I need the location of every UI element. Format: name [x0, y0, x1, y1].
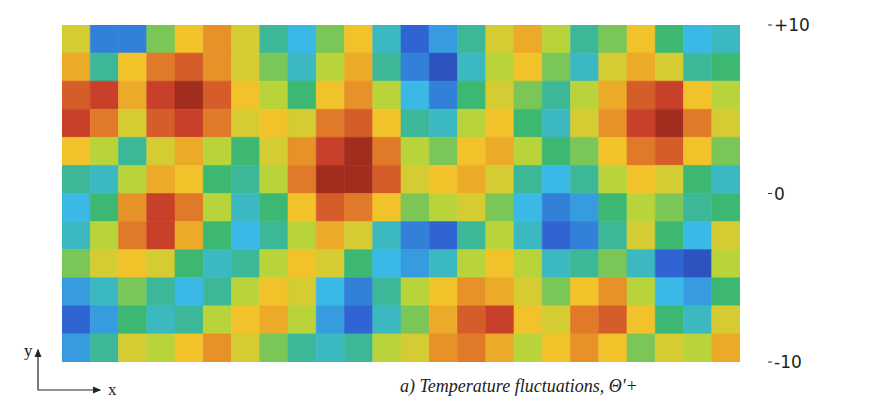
svg-text:x: x — [108, 380, 117, 399]
svg-text:-10: -10 — [774, 352, 802, 372]
svg-text:0: 0 — [774, 184, 785, 204]
svg-text:y: y — [24, 341, 33, 360]
svg-text:a) Temperature fluctuations, Θ: a) Temperature fluctuations, Θ'+ — [400, 376, 638, 397]
svg-text:+10: +10 — [774, 15, 810, 35]
